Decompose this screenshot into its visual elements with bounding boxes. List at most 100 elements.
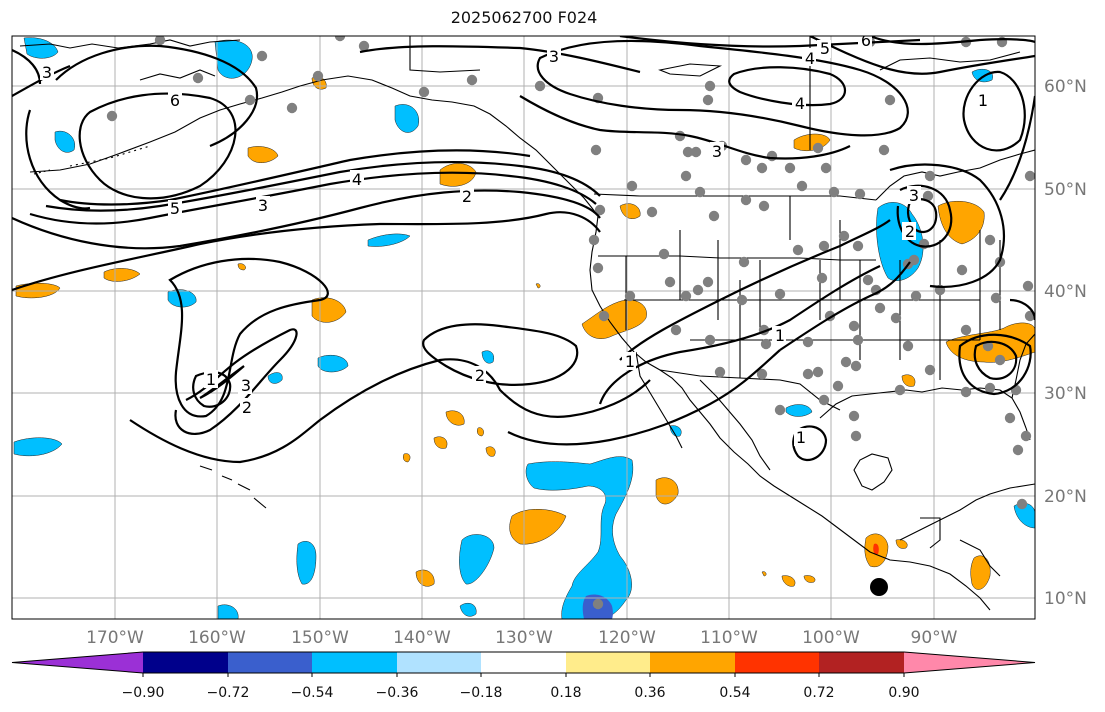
station-dot — [334, 36, 346, 42]
anomaly-fills — [13, 37, 1035, 619]
station-dot — [990, 292, 1002, 304]
contour-label: 1 — [796, 428, 806, 447]
station-dot — [256, 50, 268, 62]
station-dot — [704, 334, 716, 346]
station-dot — [960, 386, 972, 398]
station-dot — [956, 264, 968, 276]
station-dot — [694, 186, 706, 198]
station-dot — [680, 290, 692, 302]
station-dot — [740, 194, 752, 206]
colorbar-label: −0.72 — [207, 685, 250, 701]
contour-label: 5 — [170, 199, 180, 218]
station-dot — [802, 336, 814, 348]
contour-label: 5 — [820, 39, 830, 58]
colorbar-segment — [228, 652, 312, 673]
station-dot — [902, 340, 914, 352]
station-dot — [818, 240, 830, 252]
station-dot — [154, 36, 166, 46]
contour-label: 1 — [775, 326, 785, 345]
station-dot — [832, 380, 844, 392]
station-dot — [106, 110, 118, 122]
station-dot — [850, 360, 862, 372]
map-frame — [11, 35, 1036, 620]
lat-label: 20°N — [1044, 487, 1087, 507]
station-dot — [848, 410, 860, 422]
station-dot — [738, 256, 750, 268]
lat-label: 40°N — [1044, 282, 1087, 302]
station-dot — [1022, 280, 1034, 292]
colorbar-tick-labels: −0.90 −0.72 −0.54 −0.36 −0.18 0.18 0.36 … — [122, 685, 920, 701]
station-dot — [766, 150, 778, 162]
contour-label: 6 — [861, 31, 871, 50]
station-dot — [984, 382, 996, 394]
station-dot — [828, 186, 840, 198]
colorbar-label: −0.54 — [291, 685, 334, 701]
colorbar-label: 0.72 — [803, 685, 834, 701]
station-dot — [312, 70, 324, 82]
station-dot — [704, 80, 716, 92]
lat-label: 10°N — [1044, 589, 1087, 609]
marker-dot — [870, 578, 888, 596]
colorbar-segment — [481, 652, 566, 673]
coastlines — [19, 36, 1035, 611]
station-dot — [646, 206, 658, 218]
colorbar — [11, 651, 1036, 677]
station-dot — [838, 230, 850, 242]
station-dot — [774, 288, 786, 300]
station-dot — [626, 180, 638, 192]
lon-label: 150°W — [291, 628, 349, 648]
colorbar-segment — [312, 652, 397, 673]
station-dot — [840, 356, 852, 368]
station-dot — [922, 190, 934, 202]
station-dot — [812, 142, 824, 154]
station-dot — [592, 598, 604, 610]
station-dot — [418, 86, 430, 98]
contour-label: 3 — [549, 47, 559, 66]
station-dot — [624, 290, 636, 302]
station-dot — [192, 72, 204, 84]
colorbar-label: −0.18 — [460, 685, 503, 701]
station-dot — [854, 188, 866, 200]
map-area: 3 5 4 6 4 3 3 2 5 4 3 6 1 3 2 2 1 3 2 1 … — [12, 31, 1035, 619]
station-dot — [818, 394, 830, 406]
gridlines — [12, 36, 1035, 619]
station-dot — [286, 102, 298, 114]
station-dot — [756, 368, 768, 380]
colorbar-extend-high — [904, 652, 1035, 673]
contour-label: 1 — [206, 370, 216, 389]
lat-label: 50°N — [1044, 180, 1087, 200]
station-dot — [1012, 444, 1024, 456]
contour-label: 3 — [241, 376, 251, 395]
station-dot — [758, 200, 770, 212]
lon-label: 120°W — [598, 628, 656, 648]
station-dot — [594, 204, 606, 216]
station-dot — [736, 294, 748, 306]
colorbar-label: −0.36 — [376, 685, 419, 701]
station-dot — [1004, 412, 1016, 424]
station-dot — [680, 170, 692, 182]
contour-label: 4 — [795, 94, 805, 113]
station-dot — [534, 80, 546, 92]
contour-label: 4 — [352, 170, 362, 189]
station-dot — [682, 146, 694, 158]
station-dot — [1016, 498, 1028, 510]
station-dot — [816, 272, 828, 284]
contour-label: 2 — [242, 398, 252, 417]
station-dot — [708, 210, 720, 222]
lat-label: 60°N — [1044, 77, 1087, 97]
colorbar-label: 0.18 — [550, 685, 581, 701]
colorbar-segment — [819, 652, 904, 673]
station-dot — [812, 366, 824, 378]
station-dot — [588, 234, 600, 246]
station-dot — [802, 368, 814, 380]
contour-label: 1 — [625, 352, 635, 371]
station-dot — [890, 312, 902, 324]
map-title: 2025062700 F024 — [450, 8, 598, 27]
colorbar-segment — [397, 652, 481, 673]
lat-label: 30°N — [1044, 384, 1087, 404]
station-dot — [850, 430, 862, 442]
station-dot — [894, 384, 906, 396]
contour-label: 6 — [170, 91, 180, 110]
contour-lines — [12, 36, 1035, 464]
station-dot — [1020, 430, 1032, 442]
